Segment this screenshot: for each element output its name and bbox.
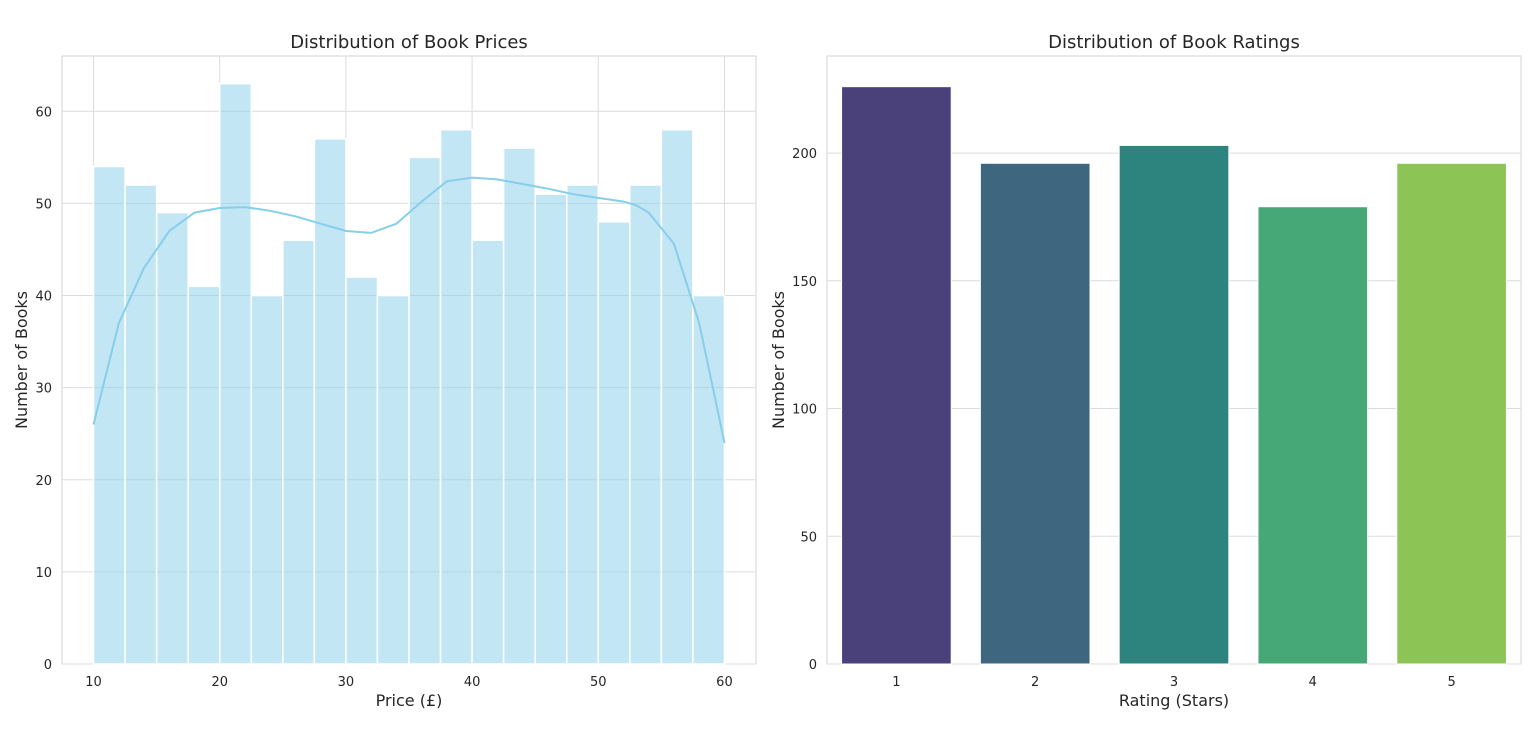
ratings-bars [841,86,1507,665]
price-histogram-bar [155,211,189,665]
price-histogram-bar [345,276,379,665]
ratings-y-tick-label: 0 [809,658,817,673]
ratings-y-tick-label: 200 [792,147,817,162]
ratings-chart-title: Distribution of Book Ratings [1048,32,1300,53]
price-y-tick-label: 0 [44,658,52,673]
price-x-axis-label: Price (£) [376,691,443,710]
price-x-tick-label: 30 [338,675,355,690]
price-x-tick-labels: 10 20 30 40 50 60 [85,675,732,690]
ratings-x-tick-label: 1 [892,675,900,690]
price-y-tick-label: 60 [35,105,52,120]
price-histogram-bar [408,156,442,665]
ratings-y-tick-label: 150 [792,275,817,290]
price-y-axis-label: Number of Books [12,291,31,429]
price-histogram-bar [282,239,316,665]
price-histogram-bar [534,193,568,665]
price-histogram-bar [660,128,694,665]
price-histogram-bar [629,184,663,665]
ratings-x-tick-label: 5 [1447,675,1455,690]
price-x-tick-label: 40 [464,675,481,690]
price-y-tick-labels: 0 10 20 30 40 50 60 [35,105,52,673]
price-x-tick-label: 20 [211,675,228,690]
price-histogram-bar [692,294,726,665]
price-histogram-bar [439,128,473,665]
ratings-y-tick-label: 100 [792,403,817,418]
ratings-y-tick-label: 50 [800,530,817,545]
price-y-tick-label: 40 [35,290,52,305]
ratings-x-axis-label: Rating (Stars) [1119,691,1229,710]
price-histogram-bar [376,294,410,665]
ratings-x-tick-label: 2 [1031,675,1039,690]
price-histogram-bar [92,165,126,665]
price-kde-line [92,176,726,444]
price-x-tick-label: 50 [590,675,607,690]
price-y-tick-label: 30 [35,382,52,397]
price-histogram-chart: 10 20 30 40 50 60 0 10 20 30 40 50 60 Distribution … [12,32,757,710]
price-histogram-bar [565,184,600,665]
price-bars [92,82,726,665]
price-y-tick-label: 20 [35,474,52,489]
ratings-x-tick-label: 4 [1309,675,1317,690]
price-y-tick-label: 10 [35,566,52,581]
ratings-bar [979,162,1091,665]
price-chart-title: Distribution of Book Prices [290,32,528,53]
ratings-y-tick-labels: 0 50 100 150 200 [792,147,817,673]
price-histogram-bar [313,138,347,665]
price-histogram-bar [124,184,158,665]
ratings-bar [1118,144,1230,665]
price-x-tick-label: 10 [85,675,102,690]
price-histogram-bar [502,147,536,665]
ratings-x-tick-label: 3 [1170,675,1178,690]
price-histogram-bar [250,294,284,665]
price-histogram-bar [187,285,221,665]
ratings-bar [841,86,952,665]
price-histogram-bar [597,221,631,665]
ratings-x-tick-labels: 1 2 3 4 5 [892,675,1455,690]
price-y-tick-label: 50 [35,197,52,212]
ratings-bar-chart: 1 2 3 4 5 0 50 100 150 200 Distribution of Book … [769,32,1522,710]
price-histogram-bar [471,239,505,665]
ratings-bar [1396,162,1507,665]
price-histogram-bar [218,82,253,665]
ratings-bar [1257,206,1369,665]
ratings-y-axis-label: Number of Books [769,291,788,429]
price-x-tick-label: 60 [716,675,733,690]
